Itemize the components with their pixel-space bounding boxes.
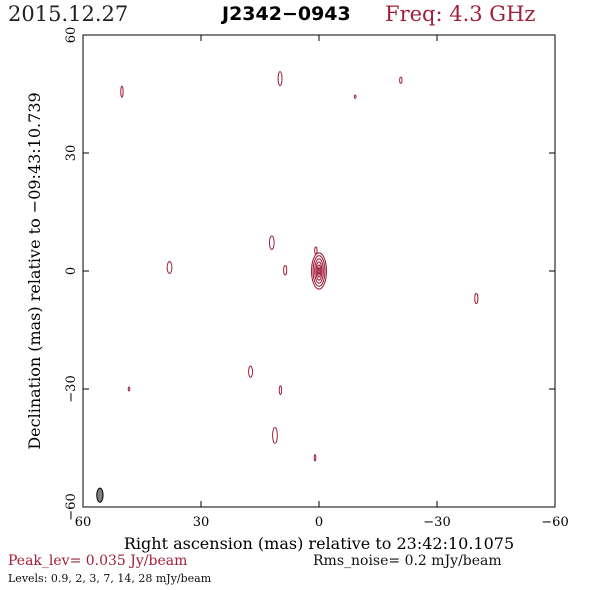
- core-contour: [317, 267, 321, 275]
- core-contour: [310, 252, 328, 290]
- core-contours: [310, 252, 328, 290]
- core-contour: [312, 255, 326, 287]
- contour-component: [399, 76, 403, 84]
- contour-component: [313, 454, 317, 462]
- observation-date: 2015.12.27: [8, 2, 129, 26]
- restoring-beam: [96, 487, 104, 503]
- contour-component: [353, 94, 357, 99]
- contour-component: [277, 71, 283, 87]
- y-tick-label: −60: [64, 493, 79, 520]
- contour-component: [314, 246, 318, 255]
- x-tick-label: 60: [75, 515, 92, 530]
- plot-frame: [82, 34, 556, 508]
- x-tick-label: 0: [315, 515, 323, 530]
- rms-noise: Rms_noise= 0.2 mJy/beam: [313, 553, 502, 569]
- contour-component: [272, 427, 278, 444]
- peak-level: Peak_lev= 0.035 Jy/beam: [8, 553, 188, 569]
- contour-levels: Levels: 0.9, 2, 3, 7, 14, 28 mJy/beam: [8, 572, 212, 585]
- axis-ticks: [82, 34, 556, 508]
- beam-ellipse: [96, 487, 104, 503]
- contour-components: [120, 71, 479, 462]
- frequency-label: Freq: 4.3 GHz: [385, 2, 536, 26]
- x-tick-label: 30: [193, 515, 210, 530]
- contour-component: [268, 235, 275, 250]
- contour-component: [474, 292, 479, 305]
- contour-component: [127, 386, 131, 392]
- core-contour: [314, 258, 324, 284]
- contour-component: [278, 385, 283, 396]
- core-contour: [315, 261, 323, 281]
- x-tick-label: −60: [541, 515, 568, 530]
- y-tick-label: −30: [64, 375, 79, 402]
- y-axis-label: Declination (mas) relative to −09:43:10.…: [25, 92, 44, 449]
- y-tick-label: 30: [64, 145, 79, 162]
- contour-component: [283, 264, 288, 276]
- source-name: J2342−0943: [222, 3, 351, 25]
- x-tick-label: −30: [423, 515, 450, 530]
- x-axis-label: Right ascension (mas) relative to 23:42:…: [124, 534, 514, 553]
- contour-component: [248, 365, 254, 378]
- contour-component: [120, 85, 124, 98]
- contour-component: [166, 261, 173, 274]
- y-tick-label: 0: [64, 267, 79, 275]
- core-contour: [316, 264, 322, 278]
- y-tick-label: 60: [64, 27, 79, 44]
